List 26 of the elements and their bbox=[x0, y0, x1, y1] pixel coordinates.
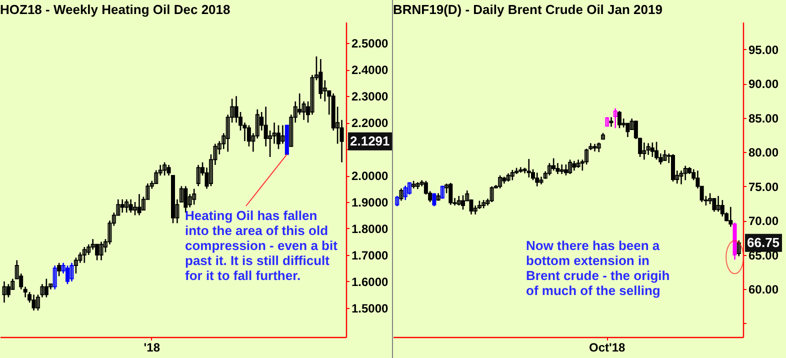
chart-title: BRNF19(D) - Daily Brent Crude Oil Jan 2019 bbox=[393, 2, 662, 17]
annotation: Heating Oil has fallen into the area of this old compression - even a bit past it. It is still difficult for it to fall further. bbox=[185, 208, 338, 283]
y-tick-label: 70.00 bbox=[748, 214, 779, 228]
x-tick-label: '18 bbox=[144, 340, 160, 354]
y-tick-label: 85.00 bbox=[748, 111, 779, 126]
y-tick-label: 1.9000 bbox=[352, 196, 389, 210]
y-tick-label: 95.00 bbox=[748, 42, 779, 57]
y-tick-label: 2.3000 bbox=[352, 90, 389, 104]
y-tick-label: 60.00 bbox=[748, 282, 779, 297]
y-tick-label: 1.7000 bbox=[352, 248, 389, 262]
chart-title: HOZ18 - Weekly Heating Oil Dec 2018 bbox=[0, 2, 230, 17]
candlestick bbox=[284, 124, 289, 155]
y-tick-label: 1.8000 bbox=[352, 222, 389, 236]
y-tick-label: 2.0000 bbox=[352, 169, 389, 184]
y-tick-label: 1.5000 bbox=[352, 301, 389, 316]
x-tick-label: Oct'18 bbox=[589, 340, 626, 354]
y-tick-label: 65.00 bbox=[748, 248, 779, 262]
y-tick-label: 2.5000 bbox=[352, 36, 389, 51]
y-tick-label: 1.6000 bbox=[352, 274, 389, 289]
y-tick-label: 90.00 bbox=[748, 77, 779, 92]
annotation: Now there has been a bottom extension in Brent crude - the origih of much of the selling bbox=[526, 238, 670, 298]
y-tick-label: 2.2000 bbox=[352, 116, 389, 130]
y-tick-label: 80.00 bbox=[748, 146, 779, 160]
candlestick bbox=[605, 116, 610, 127]
y-tick-label: 75.00 bbox=[748, 180, 779, 194]
y-tick-label: 2.4000 bbox=[352, 63, 389, 78]
